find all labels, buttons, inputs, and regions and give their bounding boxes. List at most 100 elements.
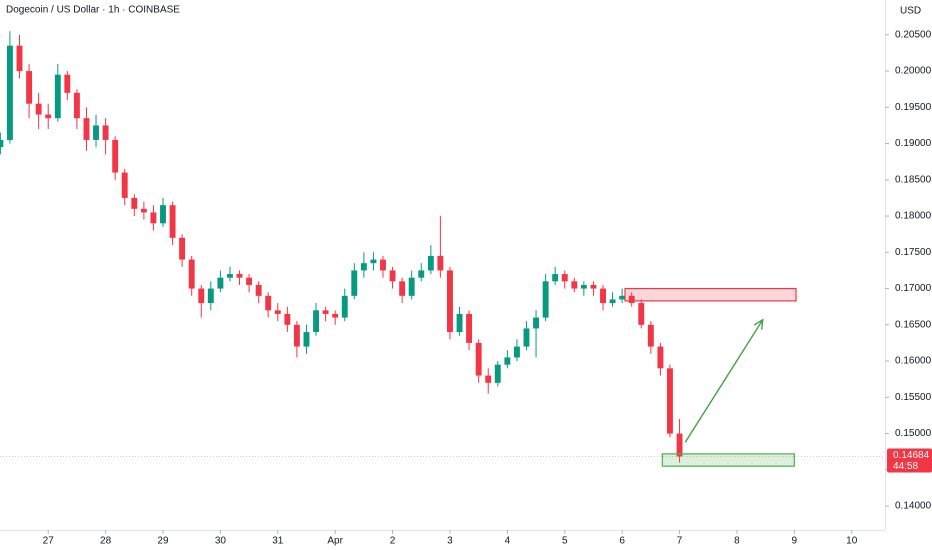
candle-body bbox=[351, 270, 358, 296]
candle-body bbox=[284, 313, 291, 325]
candle-body bbox=[418, 270, 425, 278]
candle-body bbox=[666, 368, 673, 434]
candle-body bbox=[332, 313, 339, 318]
last-price-tag bbox=[887, 448, 932, 473]
candle-body bbox=[179, 237, 186, 260]
candle-body bbox=[447, 270, 453, 333]
candle-body bbox=[647, 324, 654, 347]
candle-body bbox=[265, 295, 272, 311]
candle-body bbox=[169, 205, 176, 238]
candle-body bbox=[552, 274, 559, 282]
candle-body bbox=[399, 281, 406, 296]
x-tick-label: 2 bbox=[390, 536, 396, 547]
candle-body bbox=[188, 259, 195, 289]
y-tick-label: 0.14000 bbox=[895, 501, 932, 512]
zone bbox=[624, 287, 797, 302]
currency-label: USD bbox=[900, 6, 921, 17]
candle-body bbox=[609, 299, 616, 304]
candle-body bbox=[93, 125, 99, 140]
x-tick-label: Apr bbox=[327, 536, 343, 547]
x-tick-label: 28 bbox=[100, 536, 112, 547]
candle-body bbox=[600, 288, 606, 304]
candle-body bbox=[638, 303, 645, 325]
y-tick-label: 0.17000 bbox=[895, 283, 932, 294]
candle-body bbox=[341, 295, 348, 318]
candle-body bbox=[198, 288, 205, 304]
candle-body bbox=[16, 45, 23, 72]
candle-body bbox=[112, 139, 119, 173]
arrow-head bbox=[753, 318, 764, 330]
candle-body bbox=[160, 205, 166, 224]
candle-body bbox=[313, 310, 320, 333]
candle-body bbox=[6, 45, 13, 140]
candle-body bbox=[64, 74, 71, 93]
candle-body bbox=[619, 295, 626, 300]
candle-body bbox=[26, 71, 33, 104]
x-tick-label: 10 bbox=[846, 536, 858, 547]
candle-body bbox=[504, 357, 511, 365]
candle-body bbox=[0, 139, 4, 148]
x-tick-label: 30 bbox=[215, 536, 227, 547]
candle-body bbox=[580, 284, 587, 289]
y-tick-label: 0.15500 bbox=[895, 392, 932, 403]
y-tick-label: 0.18000 bbox=[895, 211, 932, 222]
x-tick-label: 4 bbox=[505, 536, 511, 547]
x-tick-label: 6 bbox=[619, 536, 625, 547]
candle-body bbox=[131, 197, 138, 209]
y-tick-label: 0.20000 bbox=[895, 66, 932, 77]
candle-body bbox=[533, 317, 540, 329]
last-price-label: 0.14684 bbox=[893, 450, 930, 461]
x-tick-label: 3 bbox=[447, 536, 453, 547]
candle-body bbox=[561, 274, 568, 282]
candle-body bbox=[571, 281, 578, 289]
y-tick-label: 0.16000 bbox=[895, 356, 932, 367]
candle-body bbox=[73, 92, 80, 119]
candle-body bbox=[45, 114, 52, 119]
candle-body bbox=[427, 255, 434, 271]
candle-body bbox=[657, 346, 664, 369]
candle-body bbox=[485, 375, 492, 383]
x-tick-label: 7 bbox=[677, 536, 683, 547]
y-tick-label: 0.19000 bbox=[895, 138, 932, 149]
candle-body bbox=[293, 324, 300, 347]
candle-body bbox=[83, 118, 90, 140]
candle-body bbox=[236, 274, 243, 278]
candle-body bbox=[542, 281, 549, 318]
y-tick-label: 0.20500 bbox=[895, 29, 932, 40]
candle-body bbox=[102, 125, 109, 140]
candle-body bbox=[207, 288, 214, 304]
candle-body bbox=[628, 295, 635, 304]
candle-body bbox=[227, 274, 233, 278]
x-tick-label: 5 bbox=[562, 536, 568, 547]
x-tick-label: 29 bbox=[157, 536, 169, 547]
candle-body bbox=[217, 277, 224, 289]
candle-body bbox=[246, 277, 253, 285]
candle-body bbox=[150, 212, 157, 224]
arrow-line bbox=[684, 319, 764, 443]
chart-title: Dogecoin / US Dollar · 1h · COINBASE bbox=[6, 5, 180, 16]
y-tick-label: 0.18500 bbox=[895, 174, 932, 185]
x-tick-label: 8 bbox=[734, 536, 740, 547]
y-tick-label: 0.16500 bbox=[895, 319, 932, 330]
candle-body bbox=[466, 313, 473, 343]
candle-body bbox=[437, 255, 444, 271]
candle-body bbox=[121, 172, 128, 198]
candle-body bbox=[274, 310, 281, 314]
candle-body bbox=[360, 263, 367, 271]
candle-body bbox=[523, 328, 530, 347]
y-tick-label: 0.15000 bbox=[895, 428, 932, 439]
candle-body bbox=[140, 208, 147, 213]
zone bbox=[661, 453, 795, 467]
candle-body bbox=[408, 277, 415, 296]
x-tick-label: 31 bbox=[272, 536, 284, 547]
y-tick-label: 0.19500 bbox=[895, 102, 932, 113]
y-tick-label: 0.17500 bbox=[895, 247, 932, 258]
candle-body bbox=[255, 284, 262, 296]
countdown-label: 44:58 bbox=[893, 461, 918, 472]
candle-body bbox=[380, 259, 386, 271]
candle-body bbox=[370, 259, 377, 264]
x-tick-label: 27 bbox=[43, 536, 55, 547]
candle-body bbox=[54, 74, 61, 119]
